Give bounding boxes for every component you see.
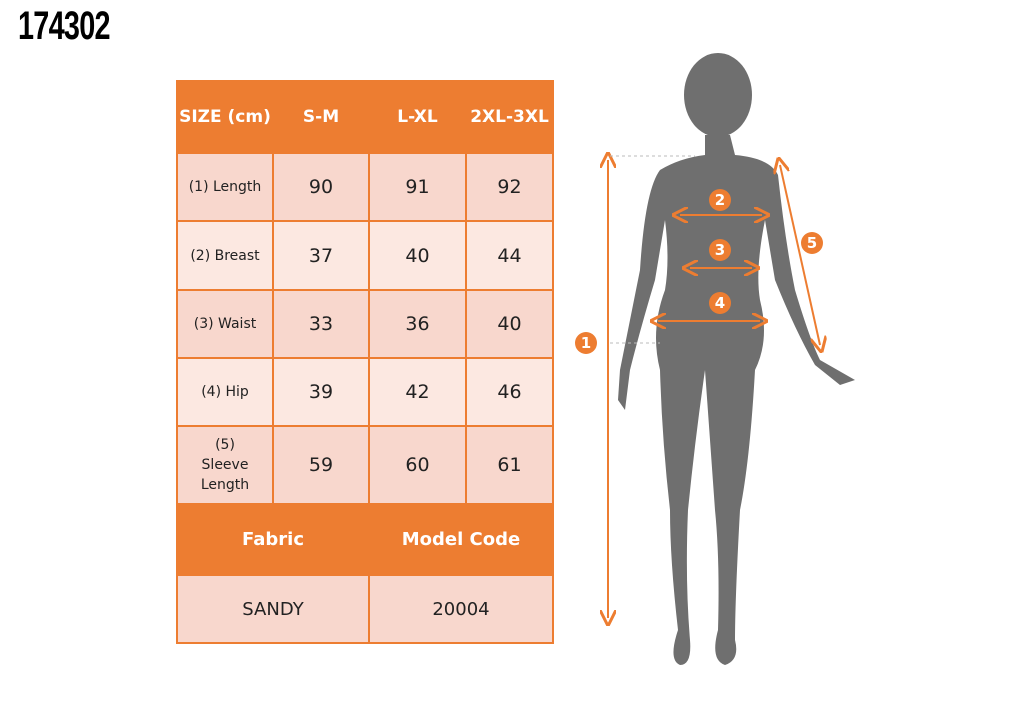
cell: 39 — [272, 357, 370, 427]
cell: 44 — [465, 220, 554, 291]
header-cell: S-M — [272, 80, 370, 154]
cell: 92 — [465, 152, 554, 222]
measure-arrows — [608, 160, 820, 618]
cell: 33 — [272, 289, 370, 359]
row-label: (3) Waist — [176, 289, 274, 359]
table-row: (1) Length 90 91 92 — [176, 152, 554, 222]
product-code: 174302 — [18, 4, 111, 48]
header-cell: L-XL — [368, 80, 467, 154]
cell: 90 — [272, 152, 370, 222]
table-row: (2) Breast 37 40 44 — [176, 220, 554, 291]
table-row: (3) Waist 33 36 40 — [176, 289, 554, 359]
cell: 91 — [368, 152, 467, 222]
cell: 40 — [368, 220, 467, 291]
header-cell: SIZE (cm) — [176, 80, 274, 154]
cell: 61 — [465, 425, 554, 505]
svg-text:1: 1 — [581, 334, 591, 352]
cell: 36 — [368, 289, 467, 359]
model-code-header: Model Code — [368, 503, 554, 576]
row-label: (1) Length — [176, 152, 274, 222]
row-label: (5) Sleeve Length — [176, 425, 274, 505]
table-row: (4) Hip 39 42 46 — [176, 357, 554, 427]
body-silhouette-figure: 1 2 3 4 5 — [575, 53, 855, 665]
row-label: (2) Breast — [176, 220, 274, 291]
header-cell: 2XL-3XL — [465, 80, 554, 154]
silhouette — [618, 53, 855, 665]
marker-badges: 1 2 3 4 5 — [575, 189, 823, 354]
cell: 40 — [465, 289, 554, 359]
cell: 60 — [368, 425, 467, 505]
svg-text:3: 3 — [715, 241, 725, 259]
table-row: (5) Sleeve Length 59 60 61 — [176, 425, 554, 505]
svg-text:2: 2 — [715, 191, 725, 209]
guide-lines — [610, 155, 695, 344]
cell: 42 — [368, 357, 467, 427]
row-label: (4) Hip — [176, 357, 274, 427]
model-code-value: 20004 — [368, 574, 554, 644]
cell: 46 — [465, 357, 554, 427]
cell: 37 — [272, 220, 370, 291]
fabric-header: Fabric — [176, 503, 370, 576]
footer-value-row: SANDY 20004 — [176, 574, 554, 644]
size-chart-table: SIZE (cm) S-M L-XL 2XL-3XL (1) Length 90… — [176, 80, 554, 644]
header-row: SIZE (cm) S-M L-XL 2XL-3XL — [176, 80, 554, 154]
svg-text:4: 4 — [715, 294, 725, 312]
cell: 59 — [272, 425, 370, 505]
footer-header-row: Fabric Model Code — [176, 503, 554, 576]
fabric-value: SANDY — [176, 574, 370, 644]
svg-text:5: 5 — [807, 234, 817, 252]
